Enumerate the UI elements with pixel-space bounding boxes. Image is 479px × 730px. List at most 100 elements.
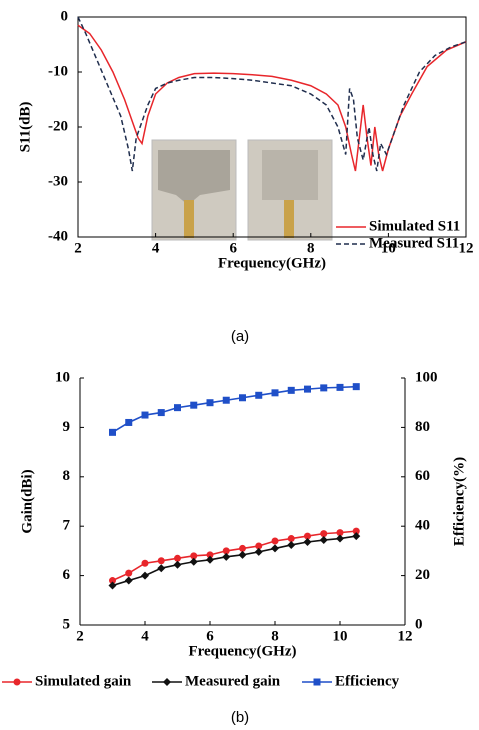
- x-tick-label: 2: [74, 240, 82, 256]
- marker: [206, 555, 214, 564]
- marker: [287, 540, 296, 549]
- marker: [125, 569, 133, 577]
- y-tick-label: -40: [48, 228, 68, 244]
- marker: [287, 386, 295, 394]
- marker: [271, 537, 279, 545]
- marker: [303, 538, 312, 547]
- series-line: [112, 530, 357, 582]
- x-tick-label: 2: [76, 628, 84, 644]
- x-tick-label: 4: [152, 240, 160, 256]
- legend-label: Measured S11: [369, 235, 459, 251]
- y-tick-label: 10: [55, 369, 70, 385]
- legend-label: Measured gain: [185, 673, 281, 689]
- marker: [320, 530, 328, 538]
- marker: [141, 411, 149, 419]
- marker: [287, 535, 295, 543]
- marker: [190, 552, 198, 560]
- marker: [222, 552, 231, 561]
- y-tick-label: 9: [63, 419, 71, 435]
- marker: [174, 554, 181, 562]
- marker: [109, 428, 116, 436]
- marker: [206, 551, 214, 559]
- y-axis-label: S11(dB): [17, 102, 33, 153]
- x-tick-label: 10: [381, 240, 396, 256]
- marker: [157, 557, 165, 565]
- marker: [163, 678, 171, 686]
- marker: [190, 401, 198, 409]
- marker: [304, 532, 311, 540]
- y-tick-label: 7: [63, 518, 71, 534]
- marker: [304, 385, 311, 393]
- x-tick-label: 6: [206, 628, 214, 644]
- series-line: [112, 385, 357, 434]
- series-line: [77, 16, 467, 172]
- x-tick-label: 4: [141, 628, 149, 644]
- y-tick-label: 8: [63, 468, 71, 484]
- marker: [313, 678, 321, 686]
- marker: [174, 404, 181, 412]
- marker: [352, 527, 360, 535]
- marker: [336, 529, 344, 537]
- x-tick-label: 6: [229, 240, 237, 256]
- caption: (a): [231, 328, 249, 345]
- marker: [319, 536, 328, 545]
- marker: [255, 391, 263, 399]
- marker: [336, 383, 344, 391]
- y-tick-label: 0: [61, 8, 69, 24]
- x-tick-label: 10: [333, 628, 348, 644]
- y2-axis-label: Efficiency(%): [451, 457, 467, 546]
- legend-label: Simulated gain: [35, 673, 132, 689]
- y-tick-label: -20: [48, 118, 68, 134]
- marker: [238, 550, 247, 559]
- legend-label: Efficiency: [335, 673, 400, 689]
- caption: (b): [231, 709, 249, 726]
- y-tick-label: -30: [48, 173, 68, 189]
- x-axis-label: Frequency(GHz): [188, 643, 296, 659]
- y2-tick-label: 20: [415, 567, 430, 583]
- marker: [13, 678, 21, 686]
- series-line: [77, 24, 467, 172]
- marker: [125, 418, 133, 426]
- marker: [222, 396, 230, 404]
- x-tick-label: 12: [459, 240, 474, 256]
- legend-label: Simulated S11: [369, 218, 460, 234]
- x-tick-label: 8: [307, 240, 315, 256]
- marker: [320, 384, 328, 392]
- marker: [352, 532, 361, 541]
- y2-tick-label: 60: [415, 468, 430, 484]
- x-tick-label: 8: [271, 628, 279, 644]
- plot-frame: [80, 378, 405, 625]
- marker: [254, 547, 263, 556]
- y2-tick-label: 100: [415, 369, 438, 385]
- marker: [157, 409, 165, 417]
- marker: [255, 542, 263, 550]
- y2-tick-label: 80: [415, 419, 430, 435]
- x-axis-label: Frequency(GHz): [218, 255, 326, 271]
- marker: [157, 564, 166, 573]
- marker: [109, 577, 116, 585]
- x-tick-label: 12: [398, 628, 413, 644]
- y-tick-label: 6: [63, 567, 71, 583]
- marker: [336, 534, 344, 543]
- marker: [352, 383, 360, 391]
- series-line: [112, 535, 357, 587]
- marker: [239, 544, 246, 552]
- marker: [124, 576, 133, 585]
- marker: [189, 557, 198, 566]
- marker: [141, 571, 149, 580]
- marker: [173, 560, 182, 569]
- marker: [271, 389, 279, 397]
- marker: [271, 544, 279, 553]
- y-axis-label: Gain(dBi): [19, 469, 35, 533]
- y2-tick-label: 0: [415, 616, 423, 632]
- inset-photos: [151, 139, 333, 241]
- marker: [206, 399, 214, 407]
- marker: [222, 547, 230, 555]
- marker: [239, 394, 246, 402]
- y2-tick-label: 40: [415, 518, 430, 534]
- y-tick-label: 5: [63, 616, 71, 632]
- marker: [141, 559, 149, 567]
- marker: [108, 581, 117, 590]
- y-tick-label: -10: [48, 63, 68, 79]
